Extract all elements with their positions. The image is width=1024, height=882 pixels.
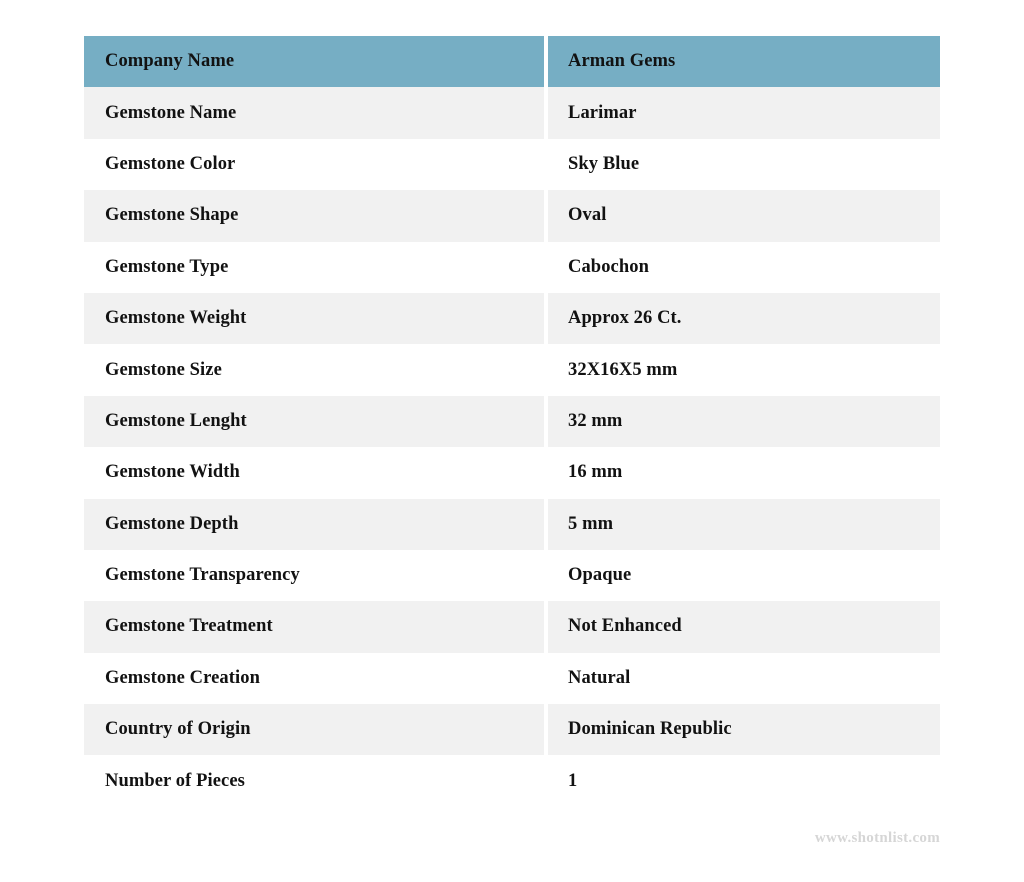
row-value-cell: Oval xyxy=(548,190,940,242)
row-value-cell: Not Enhanced xyxy=(548,601,940,653)
column-divider xyxy=(544,549,548,602)
header-label-cell: Company Name xyxy=(84,36,544,88)
column-divider xyxy=(544,652,548,705)
column-divider xyxy=(544,36,548,88)
table-row: Gemstone Color Sky Blue xyxy=(84,138,940,191)
column-divider xyxy=(544,87,548,139)
table-row: Gemstone Treatment Not Enhanced xyxy=(84,601,940,653)
table-row: Gemstone Depth 5 mm xyxy=(84,498,940,550)
column-divider xyxy=(544,292,548,345)
row-label-cell: Gemstone Width xyxy=(84,447,544,499)
table-row: Gemstone Transparency Opaque xyxy=(84,549,940,602)
row-value-cell: 32X16X5 mm xyxy=(548,344,940,396)
row-label-cell: Gemstone Transparency xyxy=(84,549,544,602)
header-value-cell: Arman Gems xyxy=(548,36,940,88)
row-value-cell: Cabochon xyxy=(548,241,940,293)
column-divider xyxy=(544,447,548,499)
row-value-cell: Natural xyxy=(548,652,940,705)
watermark: www.shotnlist.com xyxy=(814,830,940,846)
spec-table-body: Company Name Arman Gems Gemstone Name Lar… xyxy=(84,36,940,807)
table-row: Gemstone Name Larimar xyxy=(84,87,940,139)
column-divider xyxy=(544,755,548,807)
row-value-cell: Approx 26 Ct. xyxy=(548,292,940,345)
row-value-cell: Dominican Republic xyxy=(548,704,940,756)
row-label-cell: Gemstone Weight xyxy=(84,292,544,345)
row-label-cell: Gemstone Lenght xyxy=(84,395,544,448)
row-value-cell: 16 mm xyxy=(548,447,940,499)
table-row: Gemstone Weight Approx 26 Ct. xyxy=(84,292,940,345)
row-value-cell: 5 mm xyxy=(548,498,940,550)
row-label-cell: Gemstone Type xyxy=(84,241,544,293)
row-value-cell: 32 mm xyxy=(548,395,940,448)
table-row: Gemstone Creation Natural xyxy=(84,652,940,705)
row-label-cell: Number of Pieces xyxy=(84,755,544,807)
row-label-cell: Country of Origin xyxy=(84,704,544,756)
table-row: Number of Pieces 1 xyxy=(84,755,940,807)
row-label-cell: Gemstone Shape xyxy=(84,190,544,242)
row-label-cell: Gemstone Size xyxy=(84,344,544,396)
column-divider xyxy=(544,395,548,448)
row-label-cell: Gemstone Treatment xyxy=(84,601,544,653)
column-divider xyxy=(544,241,548,293)
row-value-cell: 1 xyxy=(548,755,940,807)
table-row: Gemstone Size 32X16X5 mm xyxy=(84,344,940,396)
table-row: Gemstone Type Cabochon xyxy=(84,241,940,293)
table-row: Gemstone Shape Oval xyxy=(84,190,940,242)
column-divider xyxy=(544,601,548,653)
column-divider xyxy=(544,704,548,756)
row-label-cell: Gemstone Depth xyxy=(84,498,544,550)
row-value-cell: Larimar xyxy=(548,87,940,139)
row-value-cell: Opaque xyxy=(548,549,940,602)
gemstone-spec-table: Company Name Arman Gems Gemstone Name Lar… xyxy=(84,36,940,807)
column-divider xyxy=(544,344,548,396)
table-row: Country of Origin Dominican Republic xyxy=(84,704,940,756)
table-header-row: Company Name Arman Gems xyxy=(84,36,940,88)
column-divider xyxy=(544,138,548,191)
column-divider xyxy=(544,498,548,550)
row-label-cell: Gemstone Name xyxy=(84,87,544,139)
table-row: Gemstone Width 16 mm xyxy=(84,447,940,499)
table-row: Gemstone Lenght 32 mm xyxy=(84,395,940,448)
column-divider xyxy=(544,190,548,242)
row-label-cell: Gemstone Creation xyxy=(84,652,544,705)
row-value-cell: Sky Blue xyxy=(548,138,940,191)
row-label-cell: Gemstone Color xyxy=(84,138,544,191)
